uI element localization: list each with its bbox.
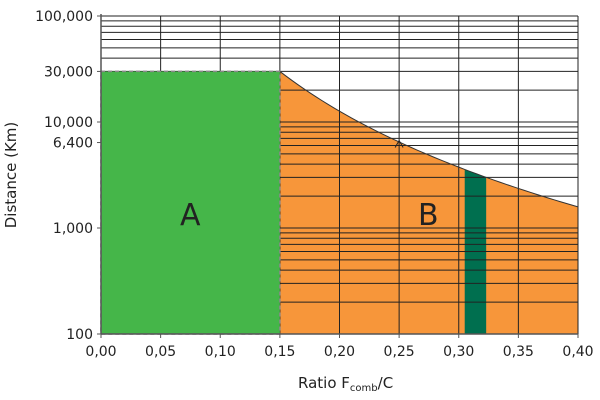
region-a-area xyxy=(100,70,281,335)
region-label-b: B xyxy=(418,198,439,233)
boundary-curve xyxy=(279,71,579,208)
x-tick-label: 0,15 xyxy=(264,344,295,360)
region-b-area xyxy=(279,71,578,335)
x-tick-label: 0,40 xyxy=(562,344,593,360)
x-tick-label: 0,35 xyxy=(503,344,534,360)
y-axis-label: Distance (Km) xyxy=(2,122,20,229)
x-tick-label: 0,05 xyxy=(145,344,176,360)
x-tick-label: 0,10 xyxy=(205,344,236,360)
y-tick-label: 100,000 xyxy=(35,9,93,25)
marker-6400 xyxy=(394,139,404,148)
y-tick-label: 100 xyxy=(66,327,93,343)
x-axis-label: Ratio Fcomb/C xyxy=(298,374,393,394)
region-label-a: A xyxy=(180,198,201,233)
x-tick-label: 0,00 xyxy=(85,344,116,360)
x-tick-label: 0,30 xyxy=(443,344,474,360)
y-tick-label: 30,000 xyxy=(44,64,93,80)
y-tick-label: 6,400 xyxy=(53,136,93,152)
x-tick-label: 0,25 xyxy=(384,344,415,360)
y-tick-label: 1,000 xyxy=(53,221,93,237)
y-tick-label: 10,000 xyxy=(44,115,93,131)
x-tick-label: 0,20 xyxy=(324,344,355,360)
